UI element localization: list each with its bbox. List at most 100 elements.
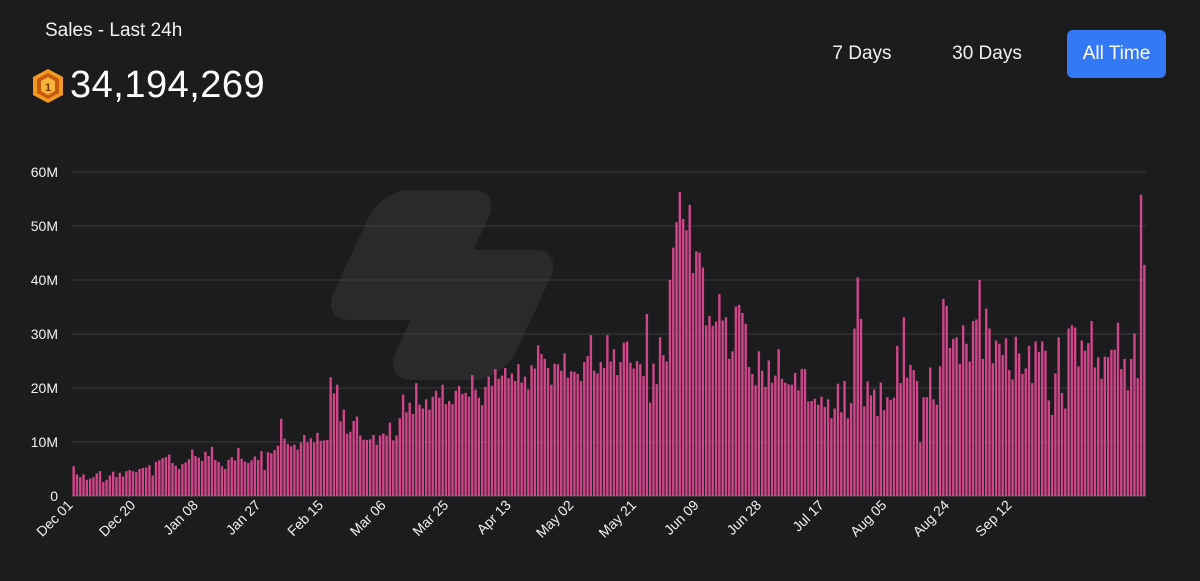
bar (520, 382, 523, 496)
bar (191, 449, 194, 496)
bar (856, 277, 859, 496)
bar (342, 409, 345, 496)
bar (135, 472, 138, 496)
bar (685, 230, 688, 496)
bar (207, 456, 210, 496)
x-tick-label: Jun 09 (661, 497, 702, 538)
bar (240, 458, 243, 496)
bar (401, 394, 405, 496)
bar (487, 376, 490, 496)
bar (583, 362, 586, 496)
bar (556, 364, 560, 496)
bar (115, 477, 118, 496)
bar (606, 335, 609, 496)
bar (148, 465, 151, 496)
bar (497, 378, 500, 496)
bar (932, 399, 935, 496)
bar (744, 323, 747, 496)
bar (807, 401, 810, 496)
bar (167, 454, 171, 496)
y-tick-label: 20M (31, 380, 58, 396)
bar (787, 384, 790, 496)
bar (925, 397, 929, 496)
bar (681, 218, 685, 497)
bar (540, 353, 543, 496)
bar (625, 341, 629, 496)
bar (998, 343, 1001, 496)
bar (922, 397, 925, 496)
range-all-time-button[interactable]: All Time (1067, 30, 1166, 78)
bar (770, 382, 774, 496)
bar (721, 320, 724, 496)
bar (1021, 373, 1024, 496)
bar (1060, 392, 1064, 496)
bar (283, 438, 286, 496)
bar (322, 440, 326, 496)
bar (441, 384, 444, 496)
bar (415, 383, 418, 496)
bar (599, 362, 602, 496)
bar (859, 318, 863, 496)
bar (276, 445, 280, 496)
x-tick-label: Apr 13 (473, 497, 514, 538)
bar (573, 371, 576, 496)
bar (642, 376, 645, 496)
bar (138, 469, 141, 496)
bar (889, 399, 892, 496)
bar (151, 475, 154, 496)
bar (929, 367, 932, 496)
y-tick-label: 0 (50, 488, 58, 504)
bar (270, 453, 273, 496)
bar (948, 348, 952, 496)
bar (645, 314, 649, 496)
bar (82, 474, 85, 496)
bar (691, 272, 695, 496)
bar (566, 377, 570, 496)
bar (98, 471, 102, 496)
range-7-days-button[interactable]: 7 Days (832, 43, 892, 64)
bar (609, 361, 612, 496)
sales-total-value: 34,194,269 (70, 64, 266, 106)
bar (1011, 379, 1014, 496)
range-30-days-button[interactable]: 30 Days (952, 43, 1022, 64)
bar (457, 385, 461, 496)
bar (849, 403, 853, 496)
bar (1080, 340, 1083, 496)
bar (919, 442, 922, 496)
bar (111, 471, 115, 496)
bar (1136, 378, 1139, 496)
bar (293, 444, 296, 496)
bar (728, 358, 731, 496)
bar (339, 421, 342, 496)
bar (797, 390, 800, 496)
bar (444, 404, 448, 496)
bar (1077, 366, 1080, 496)
bar (118, 472, 121, 496)
bar (368, 439, 372, 496)
bar (158, 460, 161, 496)
bar (1070, 325, 1074, 496)
bar (1143, 264, 1146, 496)
bar (958, 363, 962, 496)
bar (616, 375, 619, 496)
bar (273, 450, 276, 496)
bar (596, 373, 599, 496)
bar (260, 451, 263, 496)
bar (826, 399, 830, 496)
x-tick-label: Aug 24 (909, 497, 952, 540)
bar (899, 383, 902, 496)
svg-text:1: 1 (45, 82, 51, 94)
bar (734, 306, 738, 496)
bar (632, 368, 635, 496)
bar (879, 382, 882, 496)
bar (761, 370, 764, 496)
bar (200, 460, 204, 496)
bar (1037, 351, 1041, 496)
bar (131, 471, 135, 496)
bar (382, 433, 385, 496)
bar (774, 375, 777, 496)
bar (780, 378, 784, 496)
y-tick-label: 60M (31, 164, 58, 180)
bar (1103, 356, 1107, 496)
bar (411, 413, 415, 496)
